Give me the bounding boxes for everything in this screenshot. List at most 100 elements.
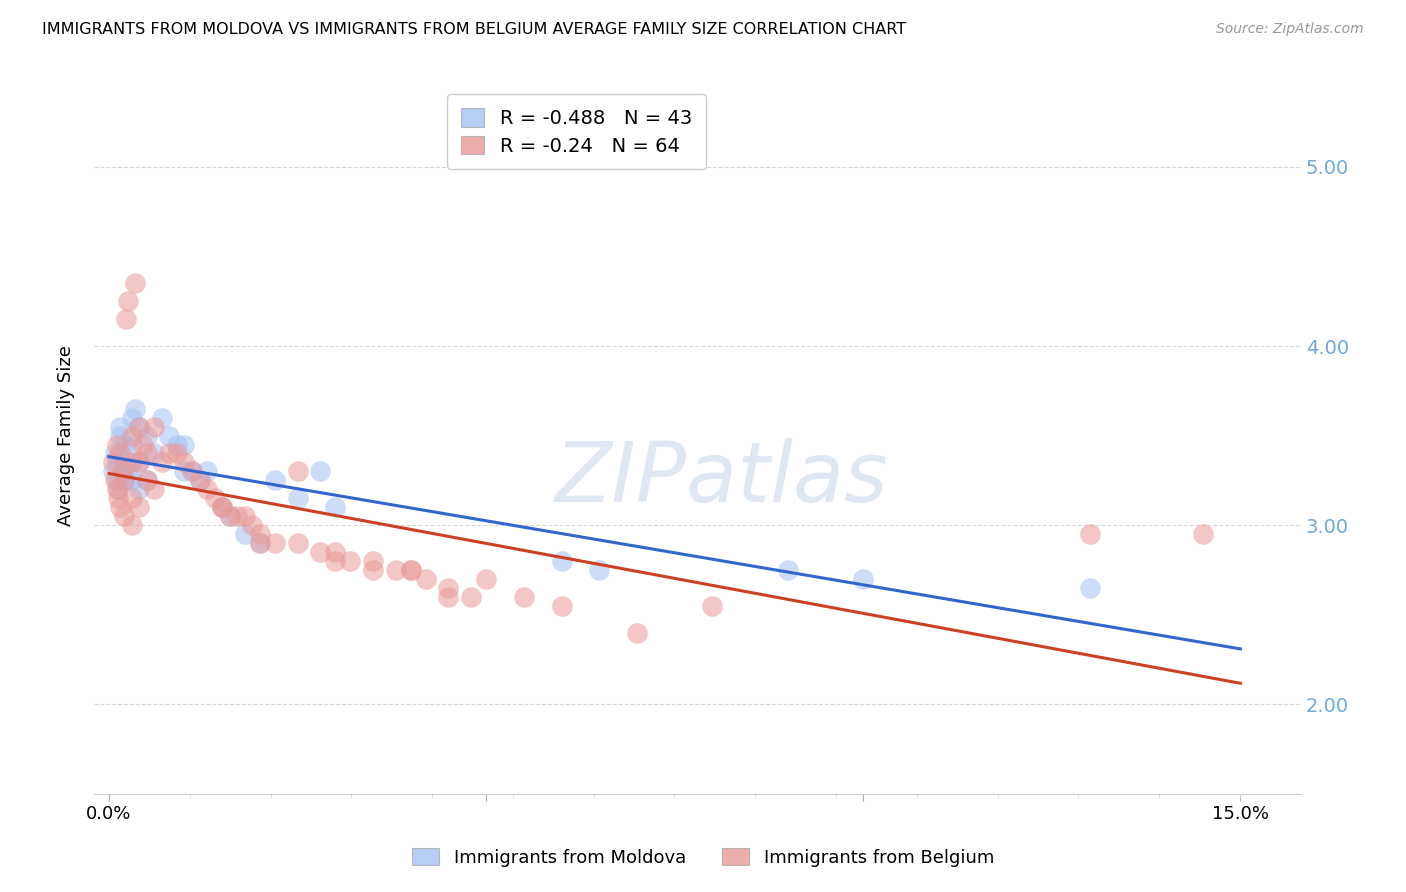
- Point: [124, 277, 146, 291]
- Point: [1078, 581, 1101, 595]
- Point: [233, 509, 256, 524]
- Text: ZIPatlas: ZIPatlas: [554, 438, 889, 519]
- Point: [117, 294, 139, 309]
- Point: [226, 509, 249, 524]
- Point: [157, 446, 180, 460]
- Point: [104, 473, 127, 487]
- Point: [309, 545, 332, 559]
- Point: [105, 437, 128, 451]
- Point: [135, 428, 157, 442]
- Point: [150, 410, 173, 425]
- Point: [110, 428, 132, 442]
- Point: [361, 554, 384, 568]
- Point: [211, 500, 233, 515]
- Point: [204, 491, 226, 506]
- Point: [513, 590, 536, 604]
- Point: [287, 536, 309, 550]
- Point: [166, 446, 188, 460]
- Point: [112, 437, 135, 451]
- Point: [121, 455, 143, 469]
- Point: [588, 563, 610, 577]
- Point: [437, 590, 460, 604]
- Point: [188, 473, 211, 487]
- Point: [211, 500, 233, 515]
- Point: [173, 455, 195, 469]
- Point: [101, 455, 124, 469]
- Point: [287, 491, 309, 506]
- Point: [110, 446, 132, 460]
- Point: [121, 491, 143, 506]
- Point: [437, 581, 460, 595]
- Point: [181, 464, 204, 478]
- Point: [132, 437, 155, 451]
- Point: [111, 464, 134, 478]
- Point: [143, 483, 166, 497]
- Point: [124, 401, 146, 416]
- Point: [112, 509, 135, 524]
- Point: [114, 312, 136, 326]
- Point: [121, 410, 143, 425]
- Point: [128, 455, 150, 469]
- Text: IMMIGRANTS FROM MOLDOVA VS IMMIGRANTS FROM BELGIUM AVERAGE FAMILY SIZE CORRELATI: IMMIGRANTS FROM MOLDOVA VS IMMIGRANTS FR…: [42, 22, 907, 37]
- Point: [1078, 527, 1101, 541]
- Point: [110, 500, 132, 515]
- Point: [128, 419, 150, 434]
- Point: [143, 419, 166, 434]
- Point: [128, 419, 150, 434]
- Point: [361, 563, 384, 577]
- Point: [776, 563, 799, 577]
- Point: [399, 563, 422, 577]
- Point: [173, 464, 195, 478]
- Point: [702, 599, 724, 613]
- Point: [143, 446, 166, 460]
- Point: [264, 536, 287, 550]
- Point: [110, 419, 132, 434]
- Point: [309, 464, 332, 478]
- Point: [112, 473, 135, 487]
- Point: [195, 464, 218, 478]
- Point: [384, 563, 406, 577]
- Point: [475, 572, 498, 586]
- Point: [626, 625, 648, 640]
- Point: [135, 473, 157, 487]
- Point: [135, 473, 157, 487]
- Point: [195, 483, 218, 497]
- Point: [264, 473, 287, 487]
- Point: [323, 545, 346, 559]
- Point: [105, 483, 128, 497]
- Point: [114, 455, 136, 469]
- Point: [121, 473, 143, 487]
- Point: [112, 473, 135, 487]
- Point: [323, 500, 346, 515]
- Point: [415, 572, 437, 586]
- Point: [550, 599, 572, 613]
- Point: [399, 563, 422, 577]
- Point: [218, 509, 240, 524]
- Point: [101, 464, 124, 478]
- Point: [323, 554, 346, 568]
- Text: Source: ZipAtlas.com: Source: ZipAtlas.com: [1216, 22, 1364, 37]
- Legend: R = -0.488   N = 43, R = -0.24   N = 64: R = -0.488 N = 43, R = -0.24 N = 64: [447, 95, 706, 169]
- Point: [852, 572, 875, 586]
- Point: [121, 518, 143, 533]
- Point: [135, 446, 157, 460]
- Point: [105, 473, 128, 487]
- Point: [233, 527, 256, 541]
- Point: [111, 464, 134, 478]
- Y-axis label: Average Family Size: Average Family Size: [58, 345, 75, 526]
- Point: [460, 590, 482, 604]
- Point: [107, 491, 129, 506]
- Point: [249, 536, 271, 550]
- Point: [339, 554, 361, 568]
- Point: [150, 455, 173, 469]
- Point: [188, 473, 211, 487]
- Point: [104, 446, 127, 460]
- Point: [128, 500, 150, 515]
- Point: [240, 518, 263, 533]
- Point: [249, 536, 271, 550]
- Point: [287, 464, 309, 478]
- Point: [1191, 527, 1213, 541]
- Legend: Immigrants from Moldova, Immigrants from Belgium: Immigrants from Moldova, Immigrants from…: [405, 841, 1001, 874]
- Point: [128, 483, 150, 497]
- Point: [173, 437, 195, 451]
